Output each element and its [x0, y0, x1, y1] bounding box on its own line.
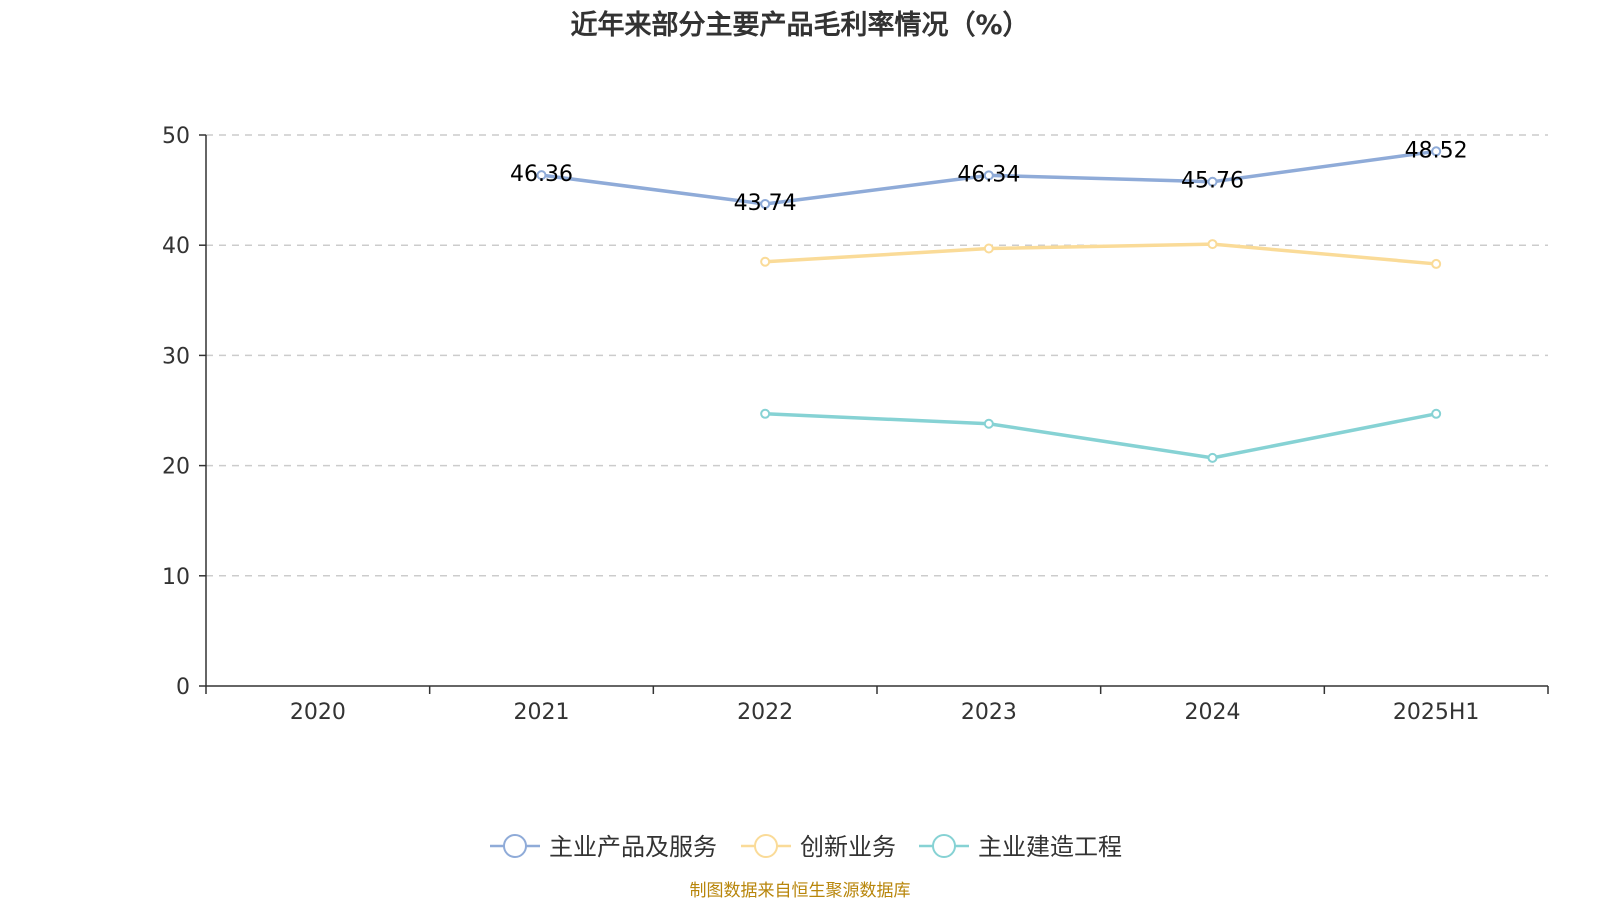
data-point: [760, 256, 771, 267]
legend-circle-icon: [503, 834, 527, 858]
legend-label: 创新业务: [800, 833, 896, 861]
x-tick-label: 2020: [290, 700, 346, 725]
data-point: [1207, 176, 1218, 187]
x-tick-label: 2024: [1185, 700, 1241, 725]
y-tick-label: 20: [162, 455, 190, 480]
data-point: [1207, 452, 1218, 463]
data-point: [983, 170, 994, 181]
series-2: [760, 408, 1442, 463]
data-label: 45.76: [1181, 169, 1244, 194]
series-line: [765, 412, 1437, 460]
legend-item-2: 主业建造工程: [919, 833, 1122, 861]
legend-item-1: 创新业务: [741, 833, 896, 861]
data-point: [1431, 146, 1442, 157]
axes: 0 10 20 30 40 50 2020 2021 2022 2023 2024 2025H1: [162, 124, 1549, 725]
data-point: [1431, 408, 1442, 419]
x-tick-label: 2022: [737, 700, 793, 725]
series-1: [760, 239, 1442, 269]
x-tick-label: 2021: [514, 700, 570, 725]
y-tick-label: 0: [176, 675, 190, 700]
y-tick-label: 10: [162, 565, 190, 590]
legend: 主业产品及服务 创新业务 主业建造工程: [490, 833, 1122, 861]
data-point: [760, 408, 771, 419]
data-point: [760, 198, 771, 209]
data-labels: 46.36 43.74 46.34 45.76 48.52: [510, 138, 1468, 216]
data-label: 46.34: [957, 162, 1020, 187]
y-tick-label: 30: [162, 344, 190, 369]
legend-label: 主业建造工程: [978, 833, 1122, 861]
series-group: [536, 146, 1442, 463]
y-tick-label: 40: [162, 234, 190, 259]
series-line: [765, 242, 1437, 266]
legend-circle-icon: [754, 834, 778, 858]
source-note: 制图数据来自恒生聚源数据库: [690, 881, 911, 900]
x-tick-label: 2023: [961, 700, 1017, 725]
grid-lines: [206, 134, 1548, 577]
legend-label: 主业产品及服务: [549, 833, 717, 861]
data-point: [983, 418, 994, 429]
data-label: 43.74: [734, 191, 797, 216]
legend-item-0: 主业产品及服务: [490, 833, 717, 861]
series-0: [536, 146, 1442, 209]
legend-circle-icon: [932, 834, 956, 858]
data-label: 48.52: [1405, 138, 1468, 163]
data-point: [1207, 239, 1218, 250]
data-point: [983, 243, 994, 254]
x-tick-label: 2025H1: [1393, 700, 1480, 725]
data-point: [1431, 258, 1442, 269]
y-tick-label: 50: [162, 124, 190, 149]
chart-title: 近年来部分主要产品毛利率情况（%）: [570, 9, 1029, 41]
data-point: [536, 170, 547, 181]
data-label: 46.36: [510, 162, 573, 187]
